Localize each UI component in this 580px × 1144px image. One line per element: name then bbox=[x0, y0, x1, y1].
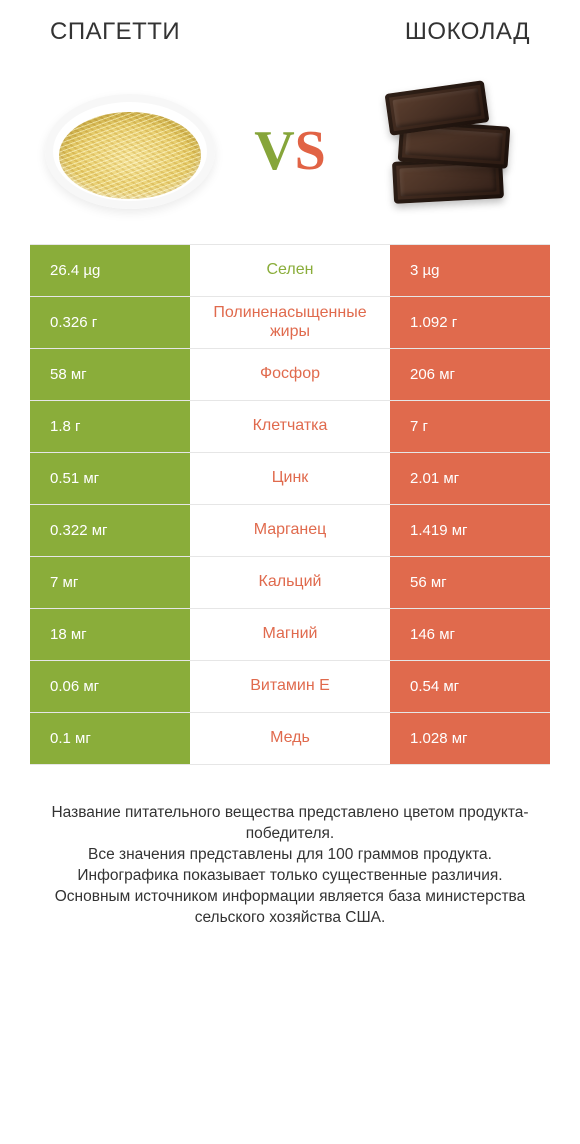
table-row: 0.1 мгМедь1.028 мг bbox=[30, 713, 550, 765]
left-value: 7 мг bbox=[30, 557, 190, 608]
table-row: 0.06 мгВитамин E0.54 мг bbox=[30, 661, 550, 713]
nutrient-label: Витамин E bbox=[190, 661, 390, 712]
hero-row: VS bbox=[0, 56, 580, 240]
right-value: 206 мг bbox=[390, 349, 550, 400]
nutrient-label: Марганец bbox=[190, 505, 390, 556]
footer-line: Основным источником информации является … bbox=[40, 887, 540, 929]
table-row: 26.4 µgСелен3 µg bbox=[30, 245, 550, 297]
footer-note: Название питательного вещества представл… bbox=[0, 765, 580, 929]
right-title: ШОКОЛАД bbox=[405, 18, 530, 46]
nutrient-label: Селен bbox=[190, 245, 390, 296]
left-value: 0.322 мг bbox=[30, 505, 190, 556]
left-value: 0.326 г bbox=[30, 297, 190, 348]
left-value: 18 мг bbox=[30, 609, 190, 660]
vs-label: VS bbox=[254, 119, 326, 183]
right-value: 3 µg bbox=[390, 245, 550, 296]
table-row: 0.51 мгЦинк2.01 мг bbox=[30, 453, 550, 505]
spaghetti-image bbox=[40, 86, 220, 216]
vs-s: S bbox=[295, 120, 326, 182]
left-value: 26.4 µg bbox=[30, 245, 190, 296]
right-value: 1.419 мг bbox=[390, 505, 550, 556]
nutrient-label: Медь bbox=[190, 713, 390, 764]
footer-line: Все значения представлены для 100 граммо… bbox=[40, 845, 540, 866]
nutrient-label: Клетчатка bbox=[190, 401, 390, 452]
table-row: 58 мгФосфор206 мг bbox=[30, 349, 550, 401]
table-row: 7 мгКальций56 мг bbox=[30, 557, 550, 609]
chocolate-image bbox=[360, 86, 540, 216]
left-value: 0.1 мг bbox=[30, 713, 190, 764]
nutrient-label: Цинк bbox=[190, 453, 390, 504]
right-value: 146 мг bbox=[390, 609, 550, 660]
left-value: 1.8 г bbox=[30, 401, 190, 452]
nutrient-label: Полиненасыщенные жиры bbox=[190, 297, 390, 348]
nutrient-label: Фосфор bbox=[190, 349, 390, 400]
table-row: 0.326 гПолиненасыщенные жиры1.092 г bbox=[30, 297, 550, 349]
left-title: СПАГЕТТИ bbox=[50, 18, 180, 46]
nutrient-label: Магний bbox=[190, 609, 390, 660]
table-row: 0.322 мгМарганец1.419 мг bbox=[30, 505, 550, 557]
footer-line: Инфографика показывает только существенн… bbox=[40, 866, 540, 887]
right-value: 56 мг bbox=[390, 557, 550, 608]
right-value: 1.092 г bbox=[390, 297, 550, 348]
left-value: 0.51 мг bbox=[30, 453, 190, 504]
left-value: 58 мг bbox=[30, 349, 190, 400]
footer-line: Название питательного вещества представл… bbox=[40, 803, 540, 845]
table-row: 1.8 гКлетчатка7 г bbox=[30, 401, 550, 453]
titles-row: СПАГЕТТИ ШОКОЛАД bbox=[0, 0, 580, 56]
right-value: 0.54 мг bbox=[390, 661, 550, 712]
left-value: 0.06 мг bbox=[30, 661, 190, 712]
vs-v: V bbox=[254, 120, 294, 182]
right-value: 7 г bbox=[390, 401, 550, 452]
nutrient-table: 26.4 µgСелен3 µg0.326 гПолиненасыщенные … bbox=[30, 244, 550, 765]
nutrient-label: Кальций bbox=[190, 557, 390, 608]
table-row: 18 мгМагний146 мг bbox=[30, 609, 550, 661]
right-value: 1.028 мг bbox=[390, 713, 550, 764]
right-value: 2.01 мг bbox=[390, 453, 550, 504]
